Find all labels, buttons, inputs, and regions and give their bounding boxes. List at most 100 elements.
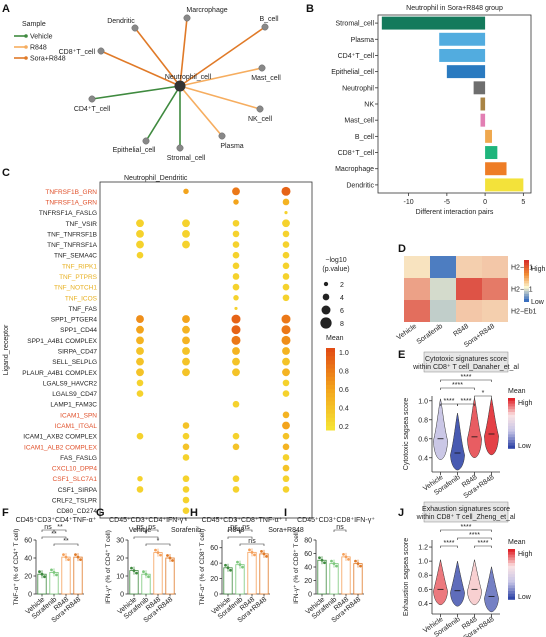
y-tick-label: 40 (210, 561, 218, 568)
x-tick-label: Vehicle (129, 527, 152, 534)
dot-point (136, 379, 144, 387)
dot-point (182, 507, 190, 514)
panel-letter-a: A (2, 3, 10, 15)
network-node (261, 23, 269, 31)
data-point (265, 554, 268, 558)
legend-bar (508, 412, 515, 416)
y-tick-label: CSF1_SIRPA (58, 487, 98, 494)
dot-point (232, 486, 240, 493)
significance-label: ** (57, 524, 63, 531)
legend-bar (508, 554, 515, 558)
y-tick-label: TNF_RIPK1 (62, 263, 97, 270)
data-point (344, 555, 348, 559)
legend-bar (508, 423, 515, 427)
legend-bar (508, 568, 515, 572)
y-tick-label: 0 (120, 592, 124, 599)
significance-bracket (440, 545, 458, 548)
color-legend-bar (326, 425, 335, 431)
bar (247, 551, 257, 595)
dot-point (182, 219, 190, 228)
bar (153, 552, 163, 595)
legend-bar (508, 585, 515, 589)
dot-point (282, 294, 290, 302)
legend-label: R848 (30, 45, 47, 52)
significance-label: **** (461, 398, 472, 405)
legend-bar (508, 426, 515, 430)
panel-i-bar-chart: CD45⁺CD3⁺CD8⁺IFN-γ⁺ 0 20 40 60 80 IFN-γ⁺ (% of… (293, 517, 375, 624)
significance-bracket (227, 536, 253, 539)
bar (485, 146, 498, 160)
legend-bar (508, 406, 515, 410)
dot-point (183, 188, 189, 195)
color-legend-bar (326, 421, 335, 427)
network-node (183, 14, 191, 22)
legend-low: Low (531, 299, 545, 306)
y-tick-label: 80 (304, 538, 312, 545)
significance-bracket (53, 543, 79, 546)
color-legend-label: 0.6 (339, 387, 349, 394)
dot-point (282, 241, 290, 248)
data-point (38, 570, 41, 574)
panel-letters: A B C D E F G H I J (2, 3, 406, 519)
dot-point (282, 411, 290, 419)
legend-high: High (531, 266, 546, 273)
dot-point (182, 230, 190, 238)
dot-point (231, 314, 241, 324)
dot-point (137, 476, 143, 482)
bar (485, 162, 507, 176)
color-legend-bar (326, 372, 335, 378)
data-point (332, 562, 336, 566)
y-axis-label: Cytotoxic sagsea score (403, 398, 410, 470)
legend-bar (508, 400, 515, 404)
y-tick-label: Neutrophil (342, 85, 374, 92)
network-node-label: CD8⁺T_cell (59, 49, 96, 56)
data-point (253, 553, 256, 557)
dot-point (232, 219, 240, 227)
network-node-label: Epithelial_cell (113, 147, 156, 154)
dot-point (182, 325, 190, 334)
legend-bar (508, 440, 515, 444)
significance-label: * (157, 538, 160, 545)
size-legend-dot (320, 317, 332, 329)
data-point (55, 573, 58, 577)
chart-title: Cytotoxic signatures score (425, 356, 507, 363)
y-tick-label: B_cell (355, 134, 375, 141)
dot-point (232, 230, 240, 238)
data-point (74, 553, 77, 556)
significance-label: ns (242, 524, 250, 531)
dot-point (232, 262, 240, 270)
color-legend-label: 1.0 (339, 350, 349, 357)
legend-marker (24, 56, 28, 60)
significance-bracket (474, 545, 492, 548)
color-legend-bar (326, 368, 335, 374)
color-legend-bar (326, 401, 335, 406)
y-tick-label: LGALS9_CD47 (52, 391, 97, 398)
heatmap-cell (430, 278, 456, 300)
data-point (241, 565, 244, 569)
color-legend-bar (326, 405, 335, 410)
heatmap-cell (482, 300, 508, 322)
chart-title: within CD8⁺ T cell_Zheng_et_al (416, 514, 516, 521)
y-tick-label: 0.8 (418, 417, 428, 424)
heatmap-cell (404, 278, 430, 300)
data-point (224, 563, 227, 567)
x-tick-label: 5 (521, 199, 525, 206)
y-tick-label: PLAUR_A4B1 COMPLEX (22, 370, 97, 377)
y-tick-label: 0 (28, 592, 32, 599)
significance-label: ** (63, 538, 69, 545)
heatmap-cell (482, 278, 508, 300)
dot-point (234, 306, 238, 310)
dot-point (282, 432, 290, 440)
y-tick-label: 1.0 (418, 559, 428, 566)
dot-point (232, 432, 240, 440)
legend-title: Sample (22, 21, 46, 28)
network-node-label: CD4⁺T_cell (74, 106, 111, 113)
dot-point (281, 325, 291, 335)
dot-point (136, 432, 144, 440)
legend-bar (508, 437, 515, 441)
legend-bar (508, 414, 515, 418)
network-node (218, 132, 226, 140)
dot-point (282, 273, 290, 280)
heatmap-legend-bar (524, 293, 529, 297)
y-tick-label: Epithelial_cell (331, 69, 374, 76)
